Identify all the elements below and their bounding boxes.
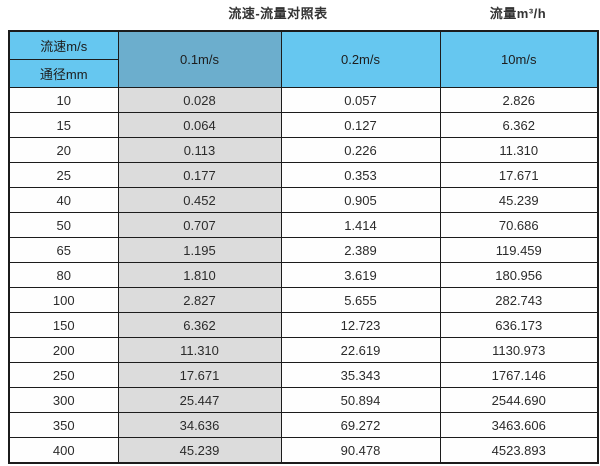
table-row: 20 0.113 0.226 11.310: [8, 137, 599, 163]
table-row: 200 11.310 22.619 1130.973: [8, 337, 599, 363]
flow-value-cell: 6.362: [117, 312, 282, 338]
flow-value-cell: 1767.146: [439, 362, 599, 388]
flow-value-cell: 12.723: [280, 312, 441, 338]
column-header-0.1ms: 0.1m/s: [117, 30, 282, 88]
flow-value-cell: 50.894: [280, 387, 441, 413]
diameter-cell: 25: [8, 162, 119, 188]
flow-value-cell: 0.226: [280, 137, 441, 163]
table-row: 40 0.452 0.905 45.239: [8, 187, 599, 213]
flow-value-cell: 0.707: [117, 212, 282, 238]
flow-value-cell: 5.655: [280, 287, 441, 313]
table-body: 10 0.028 0.057 2.826 15 0.064 0.127 6.362 20 0.11…: [8, 87, 599, 464]
diameter-cell: 15: [8, 112, 119, 138]
flow-value-cell: 1.810: [117, 262, 282, 288]
flow-value-cell: 45.239: [117, 437, 282, 464]
flow-value-cell: 180.956: [439, 262, 599, 288]
diameter-cell: 40: [8, 187, 119, 213]
flow-value-cell: 636.173: [439, 312, 599, 338]
flow-value-cell: 0.057: [280, 87, 441, 113]
flow-value-cell: 1.195: [117, 237, 282, 263]
flow-value-cell: 0.127: [280, 112, 441, 138]
flow-value-cell: 11.310: [439, 137, 599, 163]
flow-value-cell: 4523.893: [439, 437, 599, 464]
table-row: 100 2.827 5.655 282.743: [8, 287, 599, 313]
page-title: 流速-流量对照表: [228, 6, 328, 21]
flow-value-cell: 6.362: [439, 112, 599, 138]
flow-value-cell: 0.452: [117, 187, 282, 213]
flow-value-cell: 34.636: [117, 412, 282, 438]
flow-value-cell: 0.177: [117, 162, 282, 188]
flow-value-cell: 69.272: [280, 412, 441, 438]
flow-value-cell: 2544.690: [439, 387, 599, 413]
flow-value-cell: 70.686: [439, 212, 599, 238]
flow-unit-label: 流量m³/h: [489, 6, 547, 21]
flow-value-cell: 0.064: [117, 112, 282, 138]
flow-rate-table: 流速m/s 0.1m/s 0.2m/s 10m/s 通径mm 10 0.028 0.…: [8, 30, 599, 464]
flow-value-cell: 0.905: [280, 187, 441, 213]
column-header-10ms: 10m/s: [439, 30, 599, 88]
table-row: 80 1.810 3.619 180.956: [8, 262, 599, 288]
flow-value-cell: 0.353: [280, 162, 441, 188]
table-row: 65 1.195 2.389 119.459: [8, 237, 599, 263]
table-row: 10 0.028 0.057 2.826: [8, 87, 599, 113]
corner-header-velocity: 流速m/s: [8, 30, 119, 60]
flow-value-cell: 0.028: [117, 87, 282, 113]
column-header-0.2ms: 0.2m/s: [280, 30, 441, 88]
diameter-cell: 200: [8, 337, 119, 363]
diameter-cell: 10: [8, 87, 119, 113]
diameter-cell: 150: [8, 312, 119, 338]
diameter-cell: 65: [8, 237, 119, 263]
flow-value-cell: 25.447: [117, 387, 282, 413]
flow-value-cell: 17.671: [439, 162, 599, 188]
flow-value-cell: 1.414: [280, 212, 441, 238]
table-header: 流速m/s 0.1m/s 0.2m/s 10m/s 通径mm: [8, 30, 599, 88]
flow-value-cell: 3463.606: [439, 412, 599, 438]
diameter-cell: 80: [8, 262, 119, 288]
flow-value-cell: 90.478: [280, 437, 441, 464]
header-row-top: 流速m/s 0.1m/s 0.2m/s 10m/s: [8, 30, 599, 88]
flow-value-cell: 2.827: [117, 287, 282, 313]
title-bar: 流速-流量对照表 流量m³/h: [0, 3, 600, 27]
table-row: 250 17.671 35.343 1767.146: [8, 362, 599, 388]
flow-value-cell: 2.826: [439, 87, 599, 113]
flow-value-cell: 2.389: [280, 237, 441, 263]
table-row: 300 25.447 50.894 2544.690: [8, 387, 599, 413]
diameter-cell: 50: [8, 212, 119, 238]
header-row-bottom: 通径mm: [8, 59, 598, 88]
flow-value-cell: 282.743: [439, 287, 599, 313]
flow-value-cell: 0.113: [117, 137, 282, 163]
table-row: 50 0.707 1.414 70.686: [8, 212, 599, 238]
table-row: 15 0.064 0.127 6.362: [8, 112, 599, 138]
table-row: 25 0.177 0.353 17.671: [8, 162, 599, 188]
diameter-cell: 20: [8, 137, 119, 163]
flow-value-cell: 119.459: [439, 237, 599, 263]
flow-value-cell: 35.343: [280, 362, 441, 388]
flow-value-cell: 11.310: [117, 337, 282, 363]
corner-header-diameter: 通径mm: [8, 59, 119, 88]
table-row: 400 45.239 90.478 4523.893: [8, 437, 599, 464]
diameter-cell: 100: [8, 287, 119, 313]
table-row: 150 6.362 12.723 636.173: [8, 312, 599, 338]
flow-value-cell: 17.671: [117, 362, 282, 388]
diameter-cell: 300: [8, 387, 119, 413]
flow-value-cell: 22.619: [280, 337, 441, 363]
diameter-cell: 400: [8, 437, 119, 464]
diameter-cell: 250: [8, 362, 119, 388]
flow-value-cell: 45.239: [439, 187, 599, 213]
table-row: 350 34.636 69.272 3463.606: [8, 412, 599, 438]
flow-value-cell: 3.619: [280, 262, 441, 288]
diameter-cell: 350: [8, 412, 119, 438]
flow-value-cell: 1130.973: [439, 337, 599, 363]
